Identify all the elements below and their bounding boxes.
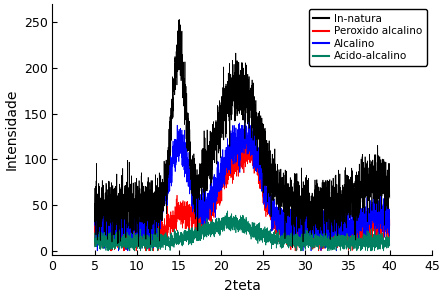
Peroxido alcalino <box>154 231 159 235</box>
Acido-alcalino <box>225 209 230 213</box>
In-natura <box>290 246 295 249</box>
Alcalino <box>231 152 237 156</box>
In-natura <box>92 211 97 214</box>
Line: Peroxido alcalino: Peroxido alcalino <box>95 137 390 251</box>
Legend: In-natura, Peroxido alcalino, Alcalino, Acido-alcalino: In-natura, Peroxido alcalino, Alcalino, … <box>309 10 427 66</box>
In-natura <box>154 219 159 223</box>
In-natura <box>280 181 285 185</box>
Peroxido alcalino <box>246 135 251 139</box>
Acido-alcalino <box>387 242 392 246</box>
Alcalino <box>199 212 204 216</box>
Line: In-natura: In-natura <box>95 20 390 248</box>
Acido-alcalino <box>154 237 159 241</box>
Peroxido alcalino <box>199 209 204 212</box>
Line: Alcalino: Alcalino <box>95 114 390 251</box>
Acido-alcalino <box>280 238 285 242</box>
Peroxido alcalino <box>267 205 273 208</box>
Peroxido alcalino <box>387 218 392 222</box>
In-natura <box>267 170 273 173</box>
In-natura <box>387 196 392 200</box>
In-natura <box>231 77 237 80</box>
Acido-alcalino <box>267 240 273 243</box>
Alcalino <box>280 234 285 237</box>
X-axis label: 2teta: 2teta <box>224 279 261 293</box>
Acido-alcalino <box>92 245 97 249</box>
Peroxido alcalino <box>108 249 113 253</box>
Peroxido alcalino <box>92 225 97 228</box>
In-natura <box>365 182 370 185</box>
Alcalino <box>242 112 248 116</box>
Peroxido alcalino <box>365 227 370 230</box>
In-natura <box>199 162 204 165</box>
Peroxido alcalino <box>231 157 237 161</box>
Line: Acido-alcalino: Acido-alcalino <box>95 211 390 251</box>
Alcalino <box>154 210 159 214</box>
Alcalino <box>387 224 392 227</box>
Acido-alcalino <box>231 223 237 227</box>
Acido-alcalino <box>106 249 111 253</box>
Alcalino <box>267 201 273 205</box>
Alcalino <box>95 249 100 253</box>
Alcalino <box>365 227 370 230</box>
Y-axis label: Intensidade: Intensidade <box>4 89 18 170</box>
Peroxido alcalino <box>280 230 285 234</box>
Acido-alcalino <box>199 226 204 230</box>
Alcalino <box>92 224 97 227</box>
In-natura <box>177 18 182 21</box>
Acido-alcalino <box>365 229 370 233</box>
